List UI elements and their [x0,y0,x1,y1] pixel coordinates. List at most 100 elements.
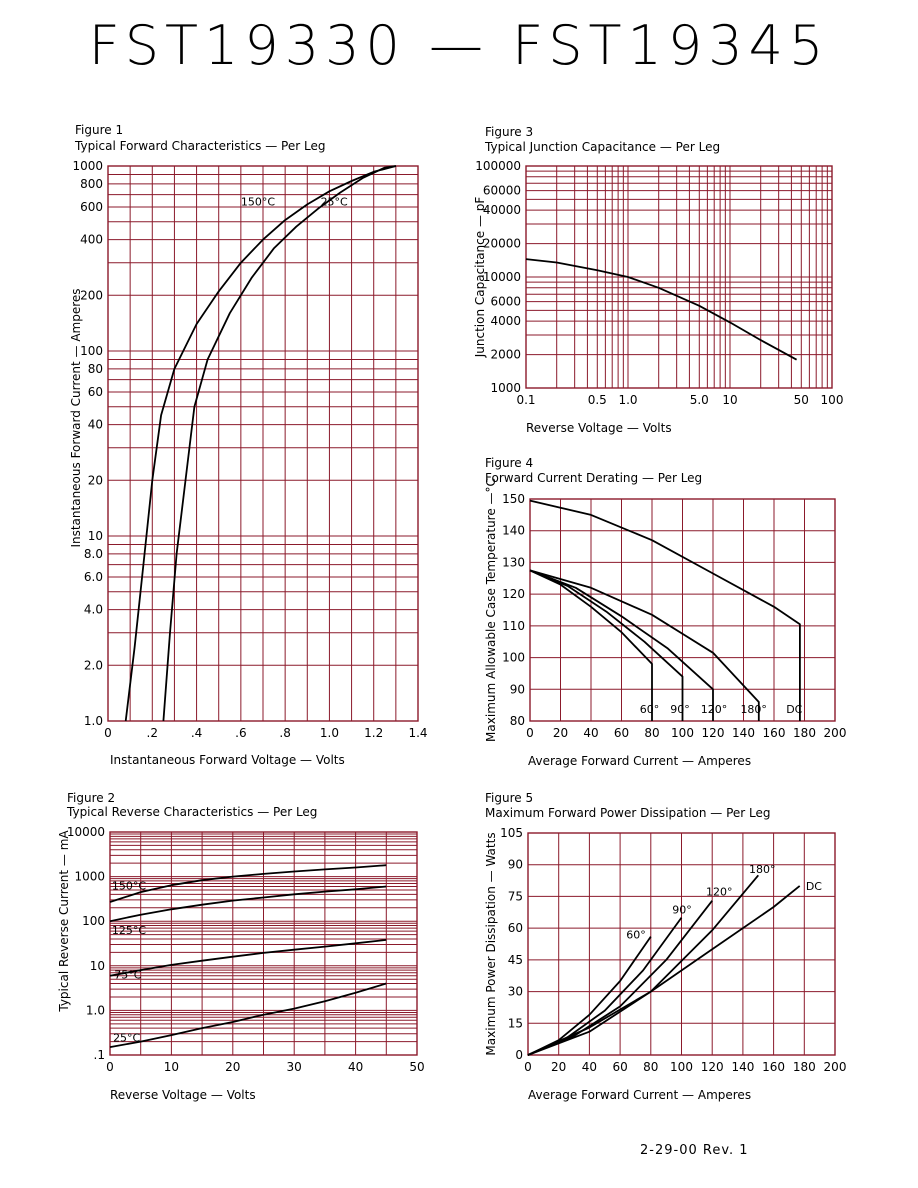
series-label: 180° [740,703,767,716]
series-line-5 [527,885,801,1056]
y-tick-label: 20000 [483,237,521,251]
series-label: 25°C [113,1032,140,1045]
x-tick-label: 80 [643,1060,658,1074]
x-tick-label: 30 [287,1060,302,1074]
x-axis-label: Reverse Voltage — Volts [110,1088,256,1102]
y-tick-label: 90 [508,858,523,872]
x-tick-label: 0 [526,726,534,740]
y-tick-label: 80 [88,362,103,376]
y-tick-label: 130 [502,555,525,569]
x-tick-label: .4 [191,726,202,740]
x-tick-label: 0 [106,1060,114,1074]
y-tick-label: 10 [90,959,105,973]
x-tick-label: 200 [824,1060,847,1074]
plot-frame [527,832,836,1056]
x-tick-label: 1.0 [618,393,637,407]
series-label: 75°C [114,968,141,981]
x-tick-label: 1.2 [364,726,383,740]
x-tick-label: 140 [731,1060,754,1074]
y-tick-label: 1000 [74,870,105,884]
y-tick-label: 2.0 [84,658,103,672]
x-tick-label: .6 [235,726,246,740]
figure-1-chart: Figure 1 Typical Forward Characteristics … [69,123,428,767]
y-tick-label: 0 [515,1048,523,1062]
x-tick-label: 50 [409,1060,424,1074]
y-tick-label: 100 [80,344,103,358]
y-tick-label: 105 [500,826,523,840]
y-tick-label: 100 [82,914,105,928]
series-label: 60° [640,703,660,716]
plot-frame [107,165,419,722]
x-tick-label: 180 [793,1060,816,1074]
series-label: 90° [672,903,692,916]
y-tick-label: .1 [94,1048,105,1062]
series-label: 90° [670,703,690,716]
x-tick-label: 5.0 [690,393,709,407]
x-tick-label: 100 [670,1060,693,1074]
chart-title: Typical Reverse Characteristics — Per Le… [66,805,317,819]
y-tick-label: 90 [510,682,525,696]
x-tick-label: 100 [671,726,694,740]
x-tick-label: 20 [553,726,568,740]
x-tick-label: 80 [644,726,659,740]
y-tick-label: 1.0 [86,1003,105,1017]
x-axis-label: Average Forward Current — Amperes [528,1088,751,1102]
y-tick-label: 4000 [490,314,521,328]
y-tick-label: 10 [88,529,103,543]
series-label: 125°C [112,924,146,937]
x-tick-label: 180 [793,726,816,740]
series-label: 180° [749,863,776,876]
x-axis-label: Reverse Voltage — Volts [526,421,672,435]
chart-title: Typical Junction Capacitance — Per Leg [484,140,720,154]
y-tick-label: 1000 [72,159,103,173]
y-tick-label: 600 [80,200,103,214]
x-tick-label: 140 [732,726,755,740]
series-line-3 [529,569,714,721]
grid [525,165,833,389]
y-axis-label: Instantaneous Forward Current — Amperes [69,288,83,547]
x-axis-label: Average Forward Current — Amperes [528,754,751,768]
y-tick-label: 1.0 [84,714,103,728]
y-tick-label: 1000 [490,381,521,395]
y-tick-label: 800 [80,177,103,191]
series-line-3 [109,939,387,977]
series-line-2 [529,569,684,721]
series-line-5 [529,499,801,721]
series-label: 150°C [241,196,275,209]
page-title: FST19330 — FST19345 [88,14,830,77]
x-tick-label: .2 [147,726,158,740]
y-tick-label: 2000 [490,348,521,362]
x-tick-label: 50 [794,393,809,407]
chart-title: Maximum Forward Power Dissipation — Per … [485,806,771,820]
figure-label: Figure 4 [485,456,533,470]
y-tick-label: 4.0 [84,603,103,617]
y-axis-label: Maximum Allowable Case Temperature —°C [484,478,498,742]
x-tick-label: 0.1 [516,393,535,407]
x-tick-label: 40 [583,726,598,740]
y-axis-label: Maximum Power Dissipation — Watts [484,832,498,1055]
y-tick-label: 100 [502,651,525,665]
series-label: DC [786,703,802,716]
y-tick-label: 10000 [67,825,105,839]
y-tick-label: 60 [88,385,103,399]
series-label: DC [806,880,822,893]
series-line-1 [529,569,653,721]
series-label: 25°C [321,196,348,209]
x-tick-label: 0 [524,1060,532,1074]
series-line-1 [124,165,397,722]
y-tick-label: 20 [88,473,103,487]
x-tick-label: 60 [614,726,629,740]
x-tick-label: 120 [701,1060,724,1074]
y-tick-label: 10000 [483,270,521,284]
y-tick-label: 100000 [475,159,521,173]
series-line-3 [527,900,713,1056]
x-tick-label: 0.5 [588,393,607,407]
series-line-1 [525,258,798,361]
y-tick-label: 200 [80,288,103,302]
x-tick-label: 40 [348,1060,363,1074]
y-tick-label: 75 [508,889,523,903]
y-tick-label: 8.0 [84,547,103,561]
